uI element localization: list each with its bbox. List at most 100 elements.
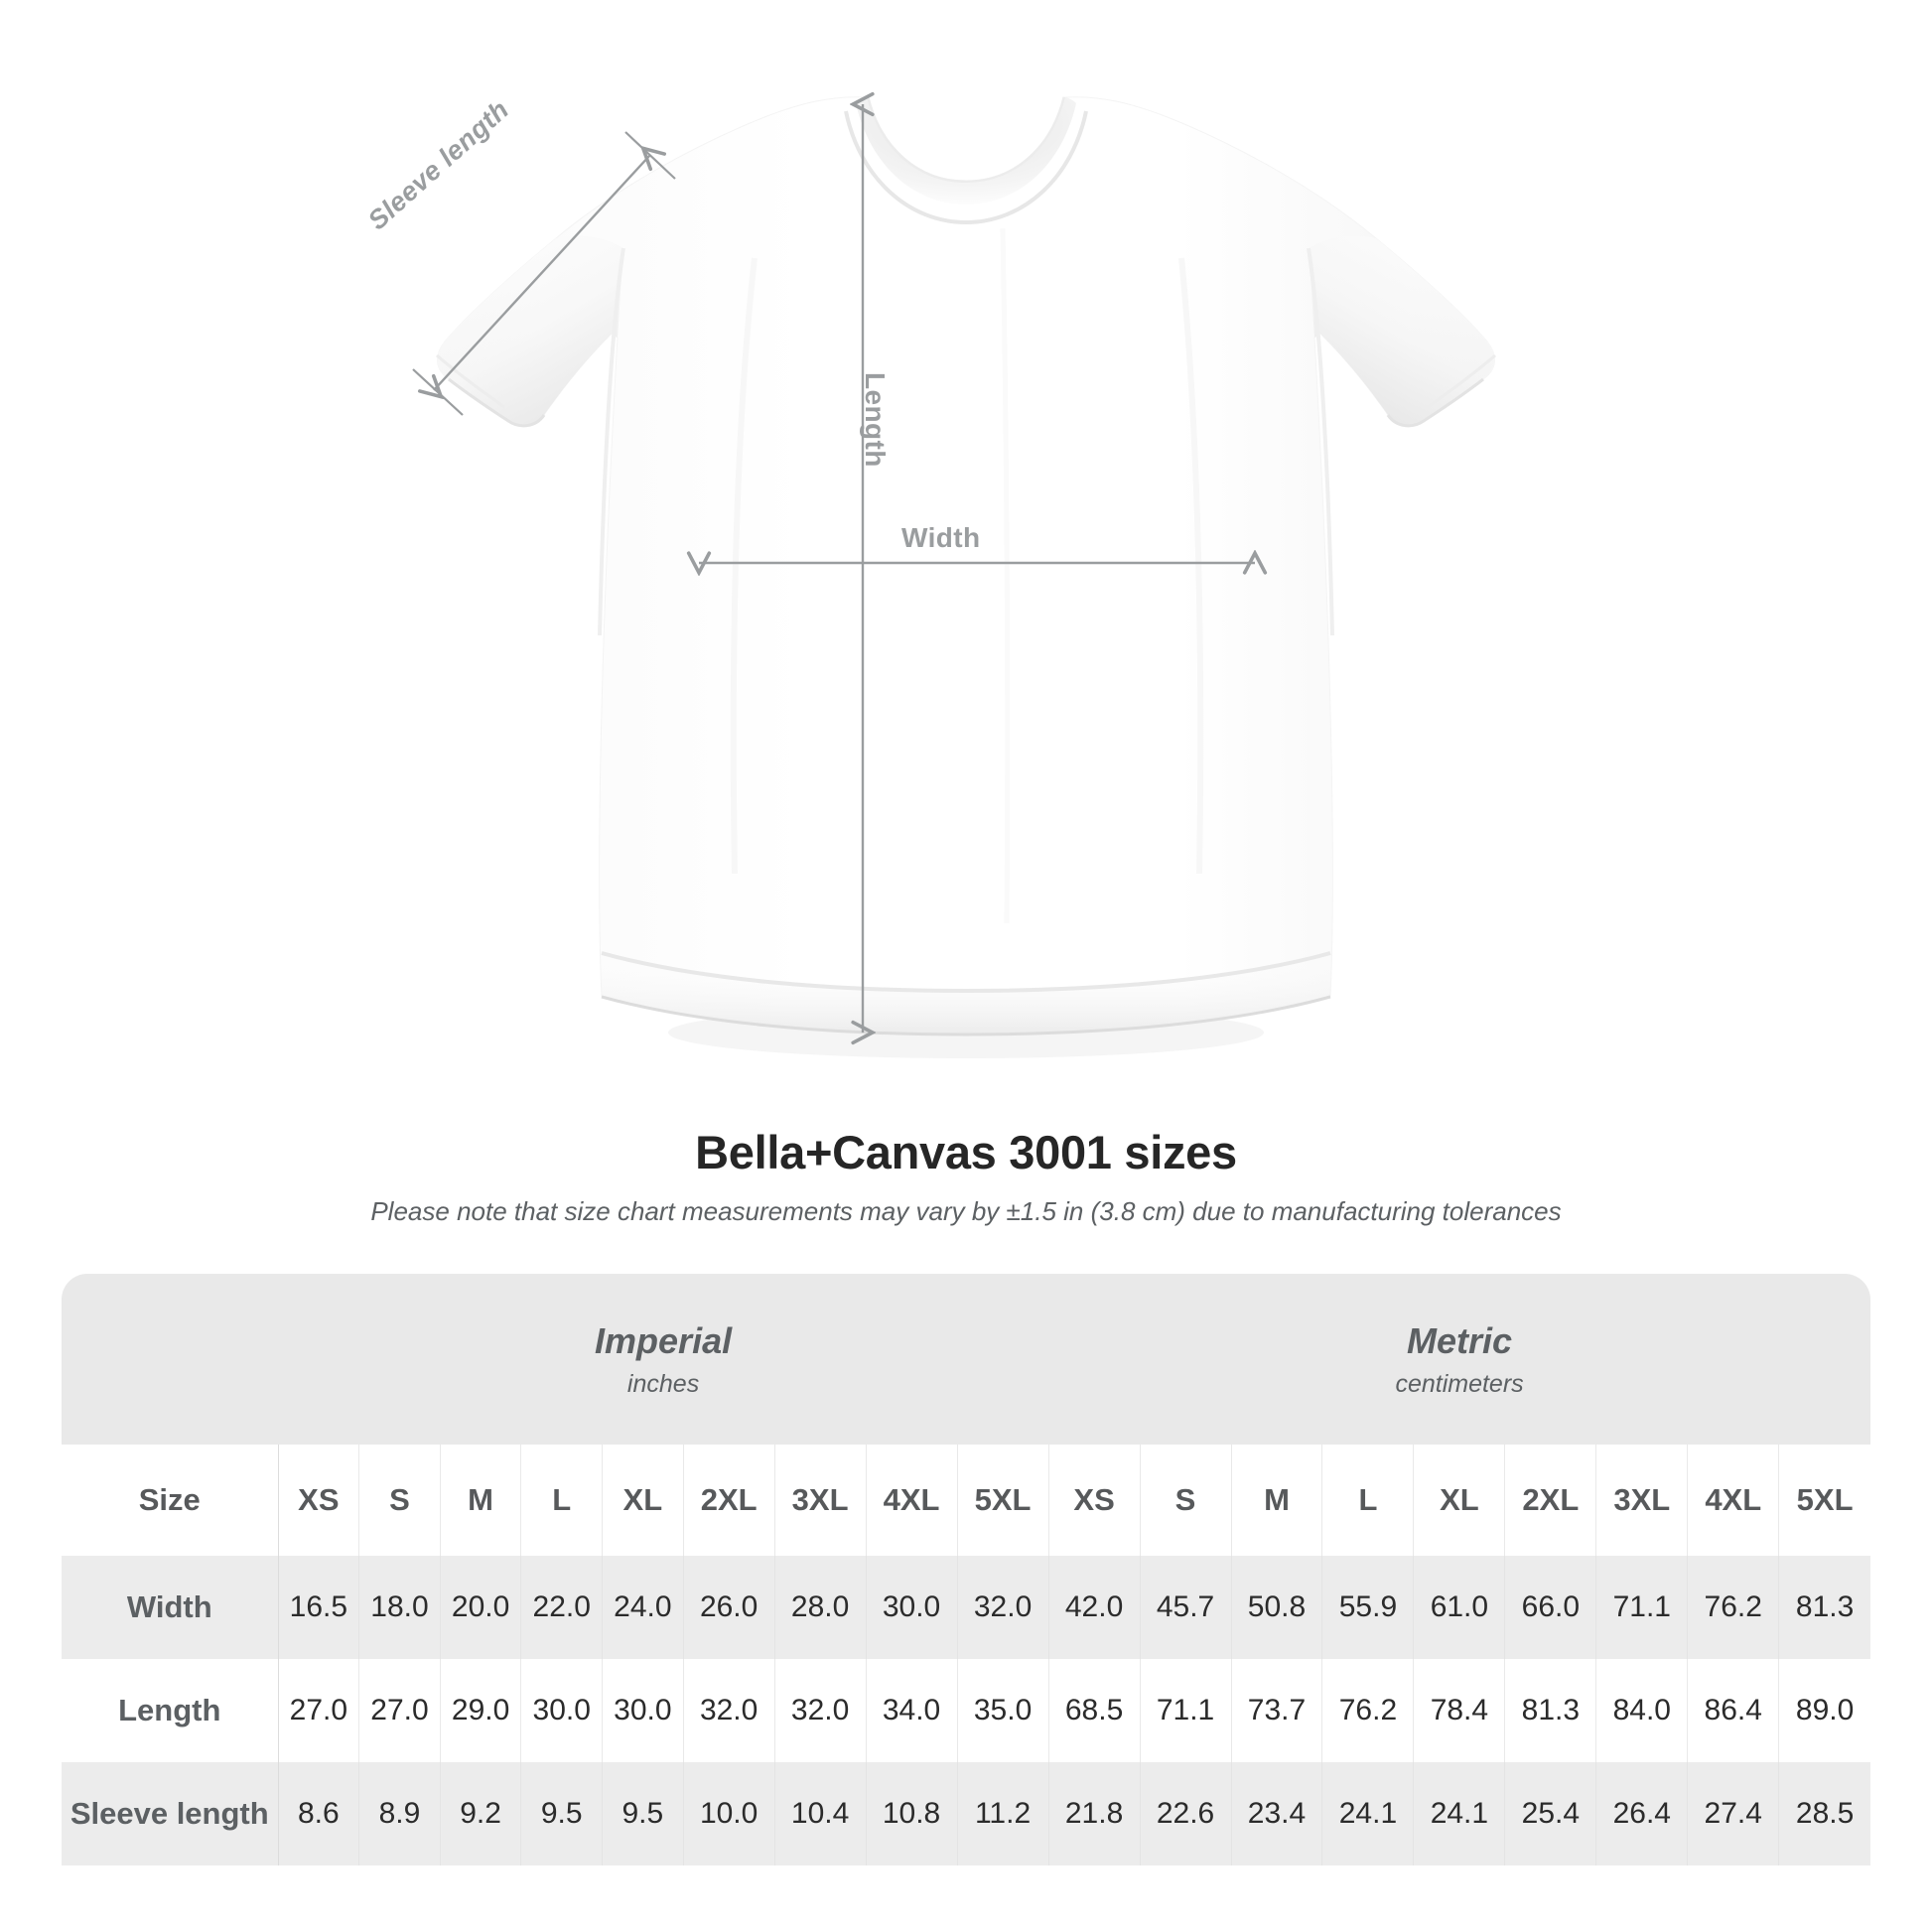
cell-length-imperial-3xl: 32.0 — [774, 1659, 867, 1762]
size-header-imperial-3xl: 3XL — [774, 1445, 867, 1556]
row-label-length: Length — [62, 1659, 279, 1762]
cell-sleeve-metric-l: 24.1 — [1321, 1762, 1415, 1865]
cell-sleeve-imperial-xs: 8.6 — [278, 1762, 360, 1865]
size-header-metric-s: S — [1140, 1445, 1232, 1556]
chart-heading-block: Bella+Canvas 3001 sizes Please note that… — [0, 1127, 1932, 1227]
cell-length-imperial-s: 27.0 — [358, 1659, 441, 1762]
cell-length-imperial-xl: 30.0 — [602, 1659, 684, 1762]
cell-width-imperial-xs: 16.5 — [278, 1556, 360, 1659]
unit-group-row: Imperial inches Metric centimeters — [62, 1274, 1870, 1445]
size-header-metric-xs: XS — [1047, 1445, 1141, 1556]
size-header-metric-3xl: 3XL — [1595, 1445, 1689, 1556]
cell-length-metric-l: 76.2 — [1321, 1659, 1415, 1762]
cell-width-imperial-xl: 24.0 — [602, 1556, 684, 1659]
cell-length-imperial-m: 29.0 — [440, 1659, 522, 1762]
cell-width-imperial-5xl: 32.0 — [957, 1556, 1049, 1659]
cell-width-metric-xl: 61.0 — [1413, 1556, 1506, 1659]
cell-sleeve-metric-3xl: 26.4 — [1595, 1762, 1689, 1865]
table-row: Width 16.5 18.0 20.0 22.0 24.0 26.0 28.0… — [62, 1556, 1870, 1659]
cell-sleeve-metric-s: 22.6 — [1140, 1762, 1232, 1865]
table-row: Sleeve length 8.6 8.9 9.2 9.5 9.5 10.0 1… — [62, 1762, 1870, 1865]
cell-length-metric-xs: 68.5 — [1047, 1659, 1141, 1762]
size-header-imperial-2xl: 2XL — [683, 1445, 775, 1556]
cell-sleeve-metric-5xl: 28.5 — [1778, 1762, 1870, 1865]
cell-width-metric-5xl: 81.3 — [1778, 1556, 1870, 1659]
cell-length-metric-3xl: 84.0 — [1595, 1659, 1689, 1762]
cell-width-imperial-s: 18.0 — [358, 1556, 441, 1659]
size-header-metric-m: M — [1231, 1445, 1323, 1556]
cell-width-metric-2xl: 66.0 — [1504, 1556, 1597, 1659]
size-header-imperial-xs: XS — [278, 1445, 360, 1556]
size-header-imperial-4xl: 4XL — [866, 1445, 958, 1556]
unit-group-imperial-sub: inches — [626, 1369, 700, 1398]
size-table-wrapper: Imperial inches Metric centimeters Size … — [62, 1274, 1870, 1865]
size-chart-table: Imperial inches Metric centimeters Size … — [62, 1274, 1870, 1865]
cell-sleeve-imperial-3xl: 10.4 — [774, 1762, 867, 1865]
cell-width-imperial-3xl: 28.0 — [774, 1556, 867, 1659]
cell-length-imperial-l: 30.0 — [520, 1659, 604, 1762]
unit-group-imperial-name: Imperial — [595, 1319, 733, 1361]
tolerance-note: Please note that size chart measurements… — [370, 1195, 1562, 1226]
cell-sleeve-imperial-4xl: 10.8 — [866, 1762, 958, 1865]
page-title: Bella+Canvas 3001 sizes — [695, 1126, 1237, 1178]
measurement-arrows — [412, 0, 1932, 1122]
unit-group-metric-sub: centimeters — [1395, 1369, 1524, 1398]
sleeve-tick-bottom — [412, 368, 464, 416]
cell-sleeve-metric-4xl: 27.4 — [1687, 1762, 1780, 1865]
cell-width-imperial-l: 22.0 — [520, 1556, 604, 1659]
size-header-metric-l: L — [1321, 1445, 1415, 1556]
size-header-label: Size — [62, 1445, 279, 1556]
unit-group-metric: Metric centimeters — [1048, 1274, 1870, 1445]
size-header-metric-5xl: 5XL — [1778, 1445, 1870, 1556]
cell-width-metric-s: 45.7 — [1140, 1556, 1232, 1659]
row-label-width: Width — [62, 1556, 279, 1659]
cell-length-metric-xl: 78.4 — [1413, 1659, 1506, 1762]
sleeve-tick-top — [624, 131, 676, 180]
cell-width-metric-l: 55.9 — [1321, 1556, 1415, 1659]
cell-width-metric-4xl: 76.2 — [1687, 1556, 1780, 1659]
size-header-row: Size XS S M L XL 2XL 3XL 4XL 5XL XS S M … — [62, 1445, 1870, 1556]
width-label: Width — [901, 522, 981, 553]
cell-sleeve-metric-xs: 21.8 — [1047, 1762, 1141, 1865]
cell-length-imperial-2xl: 32.0 — [683, 1659, 775, 1762]
cell-sleeve-imperial-2xl: 10.0 — [683, 1762, 775, 1865]
cell-length-imperial-xs: 27.0 — [278, 1659, 360, 1762]
cell-length-imperial-5xl: 35.0 — [957, 1659, 1049, 1762]
length-label: Length — [860, 372, 891, 468]
cell-length-metric-5xl: 89.0 — [1778, 1659, 1870, 1762]
size-header-metric-xl: XL — [1413, 1445, 1506, 1556]
cell-width-metric-3xl: 71.1 — [1595, 1556, 1689, 1659]
table-row: Length 27.0 27.0 29.0 30.0 30.0 32.0 32.… — [62, 1659, 1870, 1762]
size-header-metric-4xl: 4XL — [1687, 1445, 1780, 1556]
cell-width-imperial-2xl: 26.0 — [683, 1556, 775, 1659]
cell-sleeve-metric-xl: 24.1 — [1413, 1762, 1506, 1865]
cell-length-metric-s: 71.1 — [1140, 1659, 1232, 1762]
size-header-imperial-5xl: 5XL — [957, 1445, 1049, 1556]
cell-sleeve-imperial-xl: 9.5 — [602, 1762, 684, 1865]
cell-length-metric-4xl: 86.4 — [1687, 1659, 1780, 1762]
cell-width-imperial-4xl: 30.0 — [866, 1556, 958, 1659]
cell-sleeve-imperial-l: 9.5 — [520, 1762, 604, 1865]
size-header-imperial-xl: XL — [602, 1445, 684, 1556]
row-label-sleeve-length: Sleeve length — [62, 1762, 279, 1865]
unit-group-imperial: Imperial inches — [278, 1274, 1049, 1445]
cell-width-metric-xs: 42.0 — [1047, 1556, 1141, 1659]
size-header-imperial-l: L — [520, 1445, 604, 1556]
cell-sleeve-imperial-m: 9.2 — [440, 1762, 522, 1865]
unit-band-spacer — [62, 1274, 279, 1445]
cell-length-imperial-4xl: 34.0 — [866, 1659, 958, 1762]
cell-width-metric-m: 50.8 — [1231, 1556, 1323, 1659]
cell-sleeve-imperial-5xl: 11.2 — [957, 1762, 1049, 1865]
cell-sleeve-imperial-s: 8.9 — [358, 1762, 441, 1865]
tshirt-measurement-diagram: Sleeve length Length Width — [362, 0, 1932, 1122]
size-header-imperial-s: S — [358, 1445, 441, 1556]
sleeve-length-arrow — [434, 155, 650, 390]
size-header-metric-2xl: 2XL — [1504, 1445, 1597, 1556]
cell-length-metric-m: 73.7 — [1231, 1659, 1323, 1762]
cell-length-metric-2xl: 81.3 — [1504, 1659, 1597, 1762]
cell-width-imperial-m: 20.0 — [440, 1556, 522, 1659]
cell-sleeve-metric-2xl: 25.4 — [1504, 1762, 1597, 1865]
unit-group-metric-name: Metric — [1407, 1319, 1513, 1361]
cell-sleeve-metric-m: 23.4 — [1231, 1762, 1323, 1865]
